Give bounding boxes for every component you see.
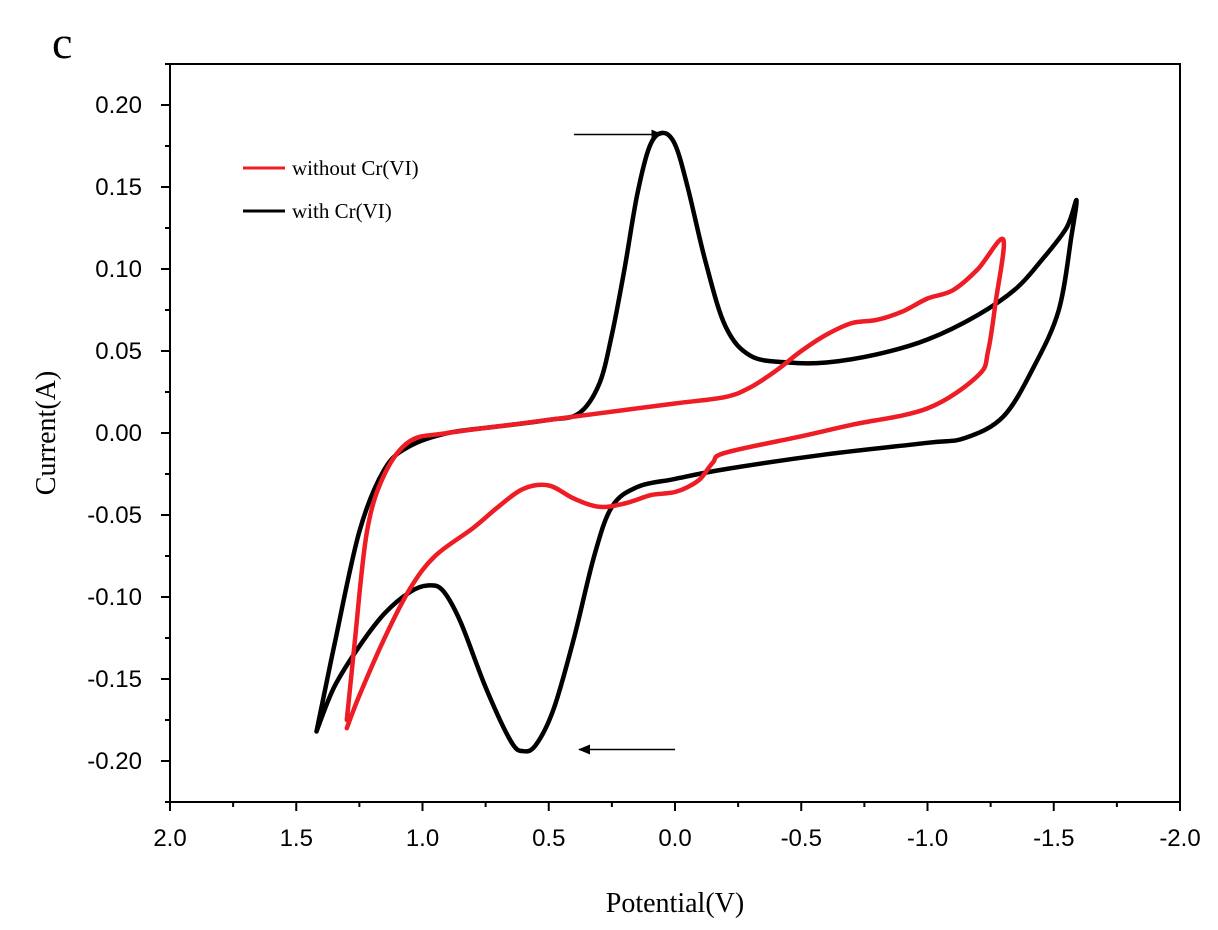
- y-axis-title: Current(A): [31, 371, 62, 495]
- y-tick-label: 0.05: [95, 338, 142, 365]
- x-axis-title: Potential(V): [606, 888, 744, 919]
- x-tick-label: -0.5: [781, 825, 822, 852]
- legend: without Cr(VI) with Cr(VI): [243, 156, 419, 223]
- x-tick-label: 0.0: [658, 825, 691, 852]
- panel-label: c: [52, 17, 72, 68]
- y-tick-label: 0.00: [95, 420, 142, 447]
- y-tick-label: -0.10: [87, 584, 142, 611]
- x-tick-label: -1.0: [907, 825, 948, 852]
- x-tick-label: 0.5: [532, 825, 565, 852]
- y-tick-label: 0.15: [95, 174, 142, 201]
- y-tick-label: -0.15: [87, 666, 142, 693]
- y-tick-label: -0.20: [87, 748, 142, 775]
- series-line-without-cr-vi: [344, 236, 1007, 731]
- y-tick-label: 0.10: [95, 256, 142, 283]
- x-tick-label: 1.5: [280, 825, 313, 852]
- series-line-with-cr-vi: [314, 130, 1079, 754]
- x-tick-label: 2.0: [153, 825, 186, 852]
- x-tick-label: -2.0: [1159, 825, 1200, 852]
- y-tick-label: 0.20: [95, 92, 142, 119]
- x-tick-label: 1.0: [406, 825, 439, 852]
- legend-label-without-crvi: without Cr(VI): [292, 156, 419, 180]
- legend-label-with-crvi: with Cr(VI): [292, 199, 392, 223]
- y-tick-label: -0.05: [87, 502, 142, 529]
- x-tick-label: -1.5: [1033, 825, 1074, 852]
